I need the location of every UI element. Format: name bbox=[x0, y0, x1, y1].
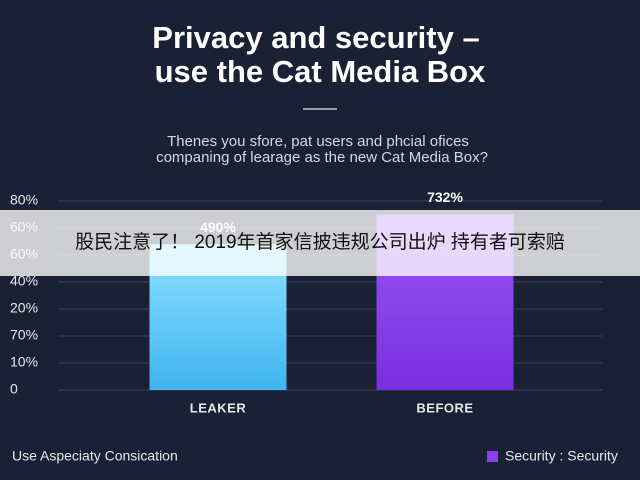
y-tick-label: 80% bbox=[10, 192, 38, 208]
x-tick-label: LEAKER bbox=[190, 400, 247, 415]
x-tick-label: BEFORE bbox=[416, 400, 473, 415]
legend-label: Security : Security bbox=[505, 448, 618, 464]
y-tick-label: 40% bbox=[10, 273, 38, 289]
annotation: 732% bbox=[427, 189, 463, 205]
subtitle: companing of learage as the new Cat Medi… bbox=[156, 149, 488, 166]
y-tick-label: 10% bbox=[10, 354, 38, 370]
subtitle: Thenes you sfore, pat users and phcial o… bbox=[167, 133, 469, 150]
footnote: Use Aspeciaty Consication bbox=[12, 448, 178, 464]
chart-title: Privacy and security – bbox=[152, 20, 479, 55]
y-tick-label: 20% bbox=[10, 300, 38, 316]
overlay: 股民注意了！ 2019年首家信披违规公司出炉 持有者可索赔 bbox=[0, 210, 640, 276]
chart-title: use the Cat Media Box bbox=[155, 54, 486, 89]
caption: 股民注意了！ 2019年首家信披违规公司出炉 持有者可索赔 bbox=[75, 231, 565, 253]
y-tick-label: 70% bbox=[10, 327, 38, 343]
y-tick-label: 0 bbox=[10, 381, 18, 397]
caption-band bbox=[0, 210, 640, 276]
legend-swatch bbox=[487, 451, 498, 462]
